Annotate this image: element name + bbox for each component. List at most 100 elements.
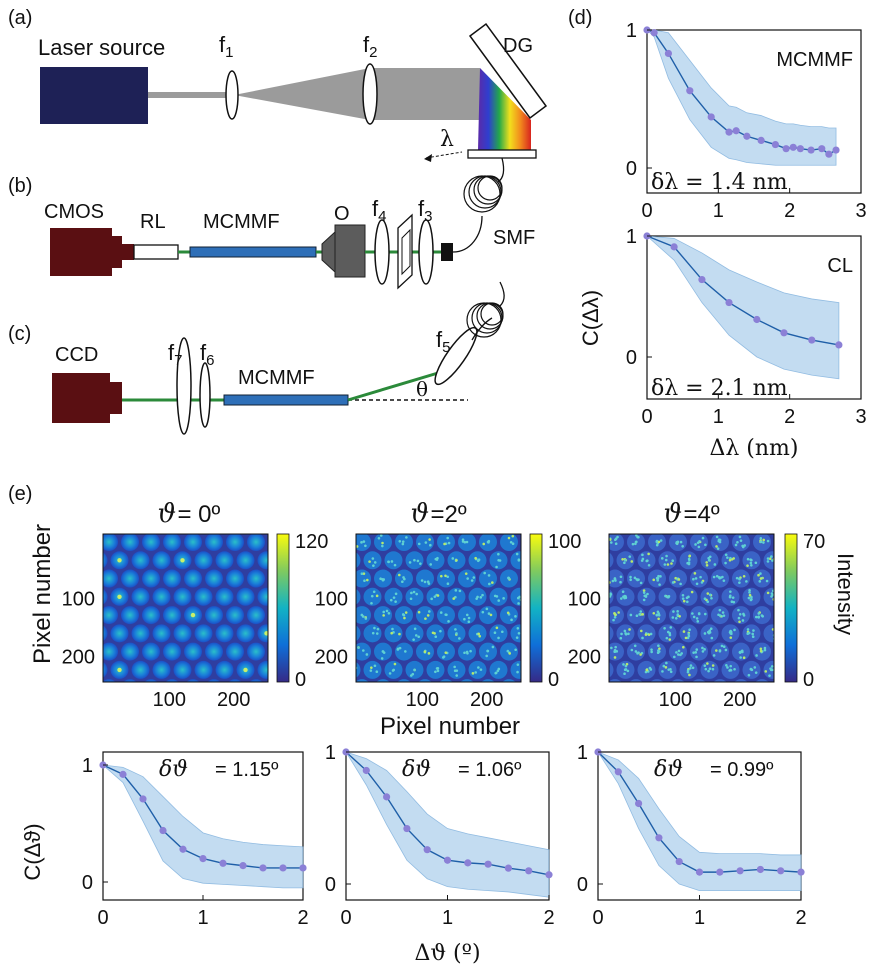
speckle-grain bbox=[732, 600, 736, 604]
speckle-grain bbox=[560, 596, 563, 599]
speckle-grain bbox=[762, 687, 765, 690]
speckle-grain bbox=[511, 686, 514, 689]
x-tick-label: 1 bbox=[713, 200, 724, 222]
speckle-grain bbox=[498, 526, 501, 529]
bright-spot bbox=[117, 558, 122, 563]
speckle-grain bbox=[390, 631, 393, 635]
speckle-grain bbox=[781, 688, 784, 691]
speckle-grain bbox=[642, 598, 646, 602]
fiber-core bbox=[439, 679, 453, 682]
speckle-grain bbox=[434, 557, 438, 561]
fiber-core bbox=[617, 515, 635, 533]
fiber-core bbox=[103, 552, 108, 569]
speckle-grain bbox=[392, 522, 395, 525]
fiber-core bbox=[479, 606, 497, 625]
speckle-grain bbox=[561, 523, 564, 526]
x-tick-label: 0 bbox=[641, 200, 652, 222]
speckle-grain bbox=[754, 671, 758, 674]
speckle-grain bbox=[639, 686, 642, 689]
speckle-grain bbox=[724, 561, 727, 565]
fiber-core bbox=[184, 534, 202, 551]
speckle-grain bbox=[504, 523, 507, 526]
speckle-grain bbox=[362, 649, 365, 652]
speckle-grain bbox=[658, 647, 661, 650]
lambda-arrow bbox=[425, 151, 463, 159]
speckle-grain bbox=[718, 608, 722, 612]
speckle-grain bbox=[629, 525, 632, 528]
speckle-grain bbox=[603, 632, 606, 635]
speckle-grain bbox=[803, 611, 806, 614]
speckle-grain bbox=[747, 673, 751, 677]
speckle-grain bbox=[658, 583, 661, 586]
data-point bbox=[670, 243, 678, 251]
speckle-grain bbox=[604, 634, 607, 637]
speckle-grain bbox=[715, 649, 718, 652]
speckle-grain bbox=[403, 577, 406, 581]
speckle-grain bbox=[340, 614, 343, 617]
speckle-grain bbox=[485, 654, 489, 658]
speckle-grain bbox=[609, 592, 612, 596]
laser-source-block bbox=[40, 67, 148, 124]
fiber-core bbox=[585, 679, 603, 697]
speckle-grain bbox=[634, 542, 637, 546]
speckle-grain bbox=[811, 636, 814, 639]
fiber-core bbox=[152, 624, 171, 643]
speckle-grain bbox=[588, 688, 591, 691]
speckle-grain bbox=[507, 688, 510, 691]
speckle-grain bbox=[746, 557, 750, 561]
speckle-grain bbox=[805, 654, 808, 657]
speckle-grain bbox=[524, 683, 527, 686]
annotation-value: = 1.15º bbox=[215, 759, 279, 781]
speckle-grain bbox=[516, 663, 520, 666]
speckle-grain bbox=[602, 666, 605, 669]
speckle-grain bbox=[679, 540, 683, 544]
speckle-grain bbox=[591, 617, 594, 620]
speckle-grain bbox=[601, 520, 604, 523]
speckle-grain bbox=[739, 685, 742, 688]
speckle-grain bbox=[663, 563, 667, 566]
speckle-grain bbox=[539, 522, 542, 525]
bright-spot bbox=[180, 558, 185, 563]
speckle-grain bbox=[799, 654, 802, 657]
x-tick-label: 2 bbox=[543, 907, 554, 929]
speckle-grain bbox=[495, 626, 499, 630]
colorbar-max: 100 bbox=[548, 531, 581, 553]
speckle-grain bbox=[413, 558, 416, 562]
speckle-grain bbox=[365, 653, 369, 656]
speckle-grain bbox=[475, 597, 478, 600]
fiber-core bbox=[732, 534, 750, 551]
speckle-grain bbox=[446, 683, 449, 686]
speckle-grain bbox=[516, 670, 519, 674]
speckle-grain bbox=[364, 617, 368, 620]
speckle-grain bbox=[604, 559, 607, 562]
colorbar bbox=[529, 533, 543, 683]
speckle-grain bbox=[620, 632, 623, 636]
fiber-core bbox=[121, 534, 139, 551]
speckle-grain bbox=[815, 667, 818, 670]
dispersed-spectrum bbox=[478, 68, 531, 150]
speckle-grain bbox=[807, 619, 810, 622]
data-point bbox=[725, 128, 733, 136]
speckle-grain bbox=[481, 610, 485, 614]
speckle-grain bbox=[754, 561, 758, 565]
speckle-grain bbox=[387, 612, 391, 615]
speckle-grain bbox=[415, 592, 418, 596]
cmos-camera-nose bbox=[112, 236, 122, 268]
core-grid bbox=[335, 515, 564, 691]
fiber-core bbox=[511, 515, 529, 533]
speckle-grain bbox=[335, 536, 338, 539]
speckle-grain bbox=[602, 559, 605, 562]
lens-f1 bbox=[225, 70, 239, 120]
speckle-grain bbox=[807, 653, 810, 656]
speckle-grain bbox=[430, 597, 433, 601]
speckle-grain bbox=[630, 519, 633, 522]
speckle-grain bbox=[350, 556, 353, 559]
speckle-grain bbox=[483, 571, 486, 575]
data-point bbox=[279, 864, 287, 872]
speckle-grain bbox=[655, 540, 659, 544]
speckle-grain bbox=[775, 520, 778, 523]
speckle-grain bbox=[616, 535, 619, 539]
fiber-core bbox=[152, 551, 171, 570]
smf-coil-c bbox=[466, 302, 504, 338]
speckle-grain bbox=[604, 634, 607, 637]
